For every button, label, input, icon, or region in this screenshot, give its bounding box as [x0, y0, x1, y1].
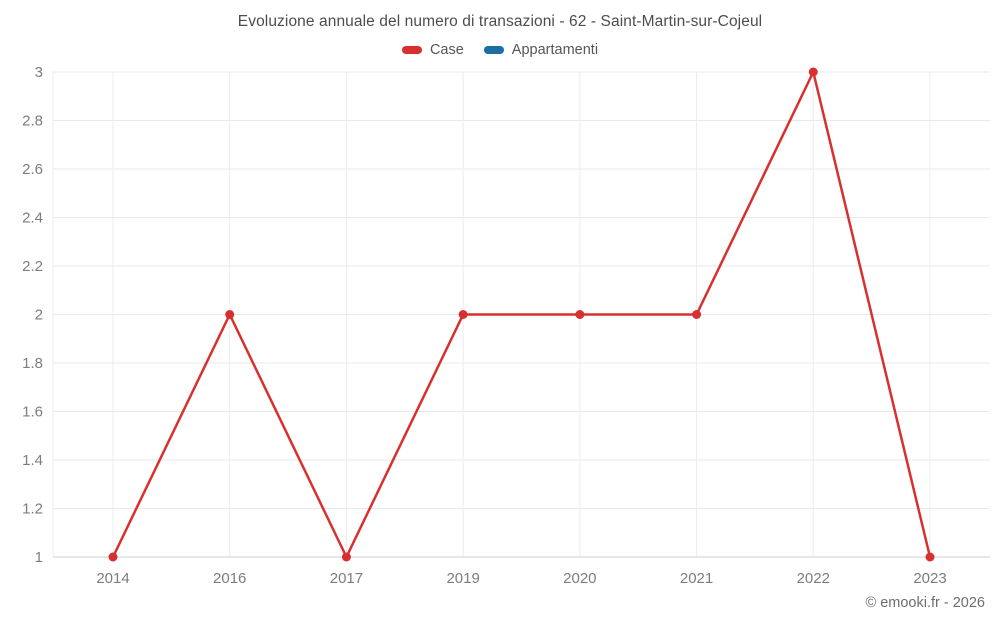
legend-label-appartamenti: Appartamenti: [511, 42, 599, 58]
y-tick-label: 2.4: [22, 209, 43, 226]
x-tick-label: 2022: [797, 570, 830, 587]
data-point-Case: [808, 67, 818, 77]
legend-item-case[interactable]: Case: [401, 42, 464, 58]
x-tick-label: 2021: [680, 570, 713, 587]
y-tick-label: 2: [35, 306, 43, 323]
y-tick-label: 1: [35, 549, 43, 566]
data-point-Case: [575, 310, 585, 319]
y-tick-label: 2.6: [22, 161, 43, 178]
legend-item-appartamenti[interactable]: Appartamenti: [483, 42, 599, 58]
x-tick-label: 2017: [330, 570, 363, 587]
y-tick-label: 1.2: [22, 500, 43, 517]
data-point-Case: [692, 310, 702, 319]
x-tick-label: 2023: [913, 570, 946, 587]
data-point-Case: [458, 310, 468, 319]
x-tick-label: 2020: [563, 570, 596, 587]
y-tick-label: 2.8: [22, 112, 43, 129]
data-point-Case: [341, 552, 351, 562]
copyright-credit: © emooki.fr - 2026: [865, 595, 985, 611]
chart-title: Evoluzione annuale del numero di transaz…: [237, 13, 763, 30]
data-point-Case: [108, 552, 118, 562]
y-tick-label: 1.6: [22, 403, 43, 420]
chart-legend: Case Appartamenti: [0, 42, 1000, 58]
x-tick-label: 2016: [213, 570, 246, 587]
data-point-Case: [225, 310, 235, 319]
case-series-swatch-icon: [401, 46, 422, 54]
y-tick-label: 3: [35, 64, 43, 81]
data-point-Case: [925, 552, 935, 562]
appartamenti-series-swatch-icon: [483, 46, 504, 54]
x-tick-label: 2019: [446, 570, 479, 587]
y-tick-label: 1.4: [22, 452, 43, 469]
x-tick-label: 2014: [96, 570, 129, 587]
legend-label-case: Case: [429, 42, 464, 58]
y-tick-label: 1.8: [22, 355, 43, 372]
y-tick-label: 2.2: [22, 258, 43, 275]
series-line-Case: [111, 70, 932, 559]
